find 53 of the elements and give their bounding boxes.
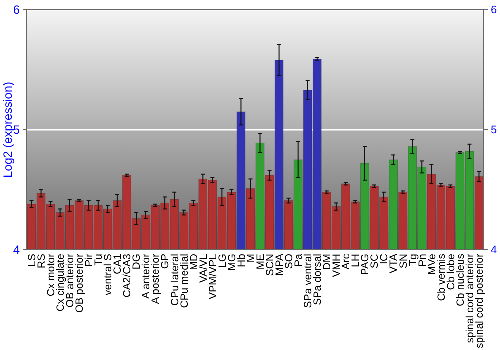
x-tick-label: ME (254, 254, 267, 270)
x-tick-label: A posterior (150, 254, 162, 304)
x-tick-label: spinal cord posterior (474, 253, 486, 349)
y-tick-label: 6 (13, 2, 20, 17)
x-tick-label: LS (26, 254, 38, 267)
x-tick-label: DM (322, 254, 334, 270)
y-tick-label: 4 (13, 242, 20, 257)
x-tick-label: GP (160, 254, 172, 270)
y2-tick-label: 5 (491, 124, 498, 137)
x-tick-label: CA1 (112, 254, 124, 274)
x-tick-label: M (245, 254, 258, 263)
x-tick-label: VTA (388, 254, 400, 274)
x-tick-label: DG (131, 254, 144, 270)
x-tick-label: LH (350, 254, 362, 268)
x-tick-label: Pa (293, 254, 306, 267)
x-tick-label: MPA (274, 254, 286, 276)
x-tick-label: MVe (426, 254, 438, 276)
x-tick-label: SN (398, 254, 410, 269)
x-tick-label: OB posterior (74, 254, 86, 313)
x-tick-label: SCN (264, 254, 276, 276)
x-tick-label: SC (369, 254, 382, 269)
x-tick-label: spinal cord anterior (464, 253, 476, 344)
x-tick-label: SPa dorsal (312, 254, 324, 306)
x-tick-label: Tg (407, 254, 420, 266)
x-tick-label: CA2/CA3 (122, 254, 134, 298)
x-tick-label: LG (216, 254, 229, 268)
x-tick-label: VMH (331, 254, 344, 278)
x-tick-label: IC (378, 254, 391, 264)
x-tick-label: VA/VL (198, 254, 210, 283)
x-tick-label: ventral S (102, 254, 115, 296)
y2-tick-label: 6 (491, 4, 498, 17)
x-tick-label: Cb nucleus (454, 254, 467, 307)
x-tick-label: Cb lobe (445, 254, 458, 290)
x-tick-label: PAG (360, 254, 372, 276)
x-tick-label: Cx cingulate (55, 254, 67, 312)
y2-tick-label: 4 (491, 244, 498, 257)
x-tick-label: Cb vermis (436, 254, 448, 302)
x-tick-label: CPu medial (178, 254, 191, 308)
x-tick-label: A anterior (140, 254, 153, 299)
x-tick-label: VPM/VPL (207, 254, 220, 300)
x-tick-label: MG (226, 254, 238, 271)
x-tick-label: SO (284, 254, 296, 270)
x-tick-label: RS (36, 254, 48, 269)
x-tick-label: Tu (93, 254, 106, 266)
x-tick-label: Cx motor (45, 254, 58, 297)
y-tick-label: 5 (13, 122, 20, 137)
x-tick-label: Hb (236, 254, 248, 268)
x-tick-label: CPu lateral (169, 254, 182, 306)
x-tick-label: Arc (340, 254, 353, 270)
x-tick-label: MD (188, 254, 200, 270)
x-tick-label: OB anterior (64, 254, 77, 308)
x-tick-label: Pir (84, 254, 96, 267)
y-axis-title: Log2 (expression) (1, 82, 15, 178)
